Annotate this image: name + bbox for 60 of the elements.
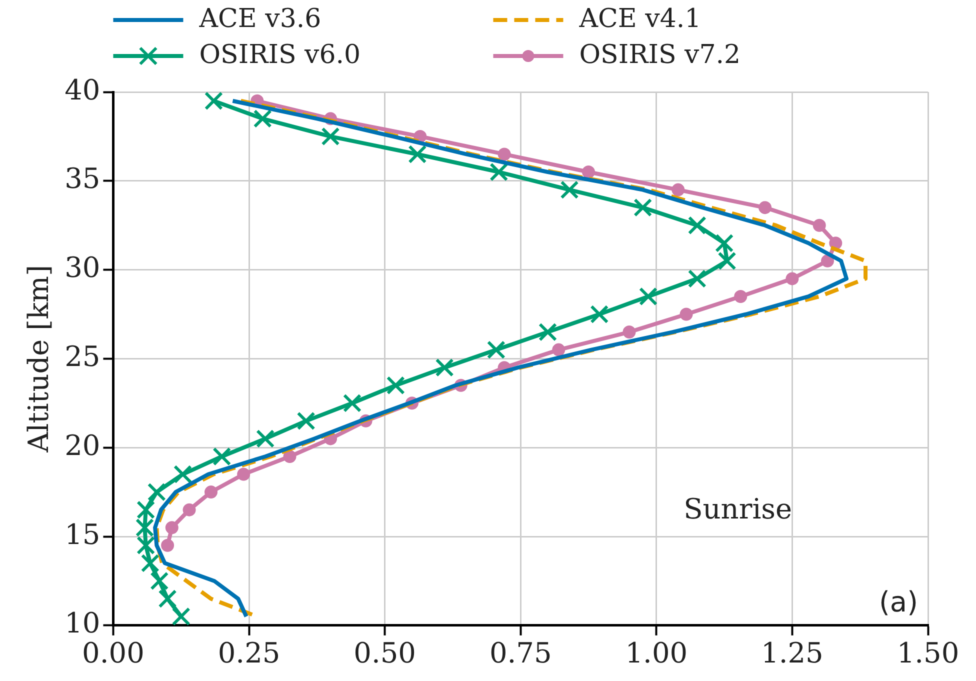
point (165, 521, 178, 534)
y-tick-label: 30 (64, 251, 100, 284)
point (147, 482, 166, 502)
legend-label: ACE v4.1 (578, 4, 702, 34)
legend-label: OSIRIS v6.0 (199, 40, 361, 70)
point (283, 450, 296, 463)
point (435, 358, 454, 377)
point (672, 183, 685, 196)
point (590, 304, 609, 324)
x-tick-label: 0.75 (489, 636, 552, 670)
x-tick-label: 1.00 (625, 636, 688, 670)
point (342, 394, 362, 412)
x-tick-label: 0.25 (218, 636, 280, 670)
point (408, 144, 427, 164)
point (253, 109, 272, 128)
annotation: Sunrise (684, 492, 792, 526)
legend-label: ACE v3.6 (198, 4, 322, 34)
y-tick-label: 35 (64, 162, 100, 196)
point (173, 464, 192, 484)
x-tick-label: 1.25 (761, 636, 824, 670)
point (680, 308, 693, 321)
point (158, 589, 177, 608)
point (758, 201, 772, 214)
point (622, 326, 636, 339)
point (490, 162, 508, 182)
point (634, 198, 652, 217)
point (150, 572, 169, 590)
point (204, 92, 223, 110)
point (182, 503, 196, 516)
point (296, 412, 316, 430)
point (256, 429, 275, 448)
y-tick-label: 15 (64, 518, 100, 551)
point (688, 216, 706, 235)
point (560, 180, 579, 200)
point (237, 468, 250, 481)
point (386, 376, 405, 395)
point (688, 269, 706, 288)
y-tick-label: 25 (64, 340, 100, 373)
x-tick-label: 0.50 (354, 636, 416, 670)
point (172, 607, 190, 626)
point (638, 287, 658, 306)
point (161, 538, 174, 552)
annotation: (a) (878, 585, 918, 618)
point (486, 340, 506, 360)
point (538, 322, 558, 342)
y-axis-title: Altitude [km] (22, 264, 56, 454)
point (498, 148, 511, 161)
point (582, 166, 596, 179)
point (321, 127, 340, 146)
point (786, 272, 799, 286)
x-tick-label: 1.50 (896, 636, 960, 670)
point (204, 486, 218, 499)
legend-label: OSIRIS v7.2 (579, 40, 741, 70)
y-tick-label: 40 (64, 73, 100, 106)
point (212, 447, 232, 466)
y-tick-label: 20 (64, 428, 100, 462)
point (812, 218, 826, 232)
point (552, 343, 566, 356)
point (734, 290, 748, 303)
point (821, 254, 834, 268)
